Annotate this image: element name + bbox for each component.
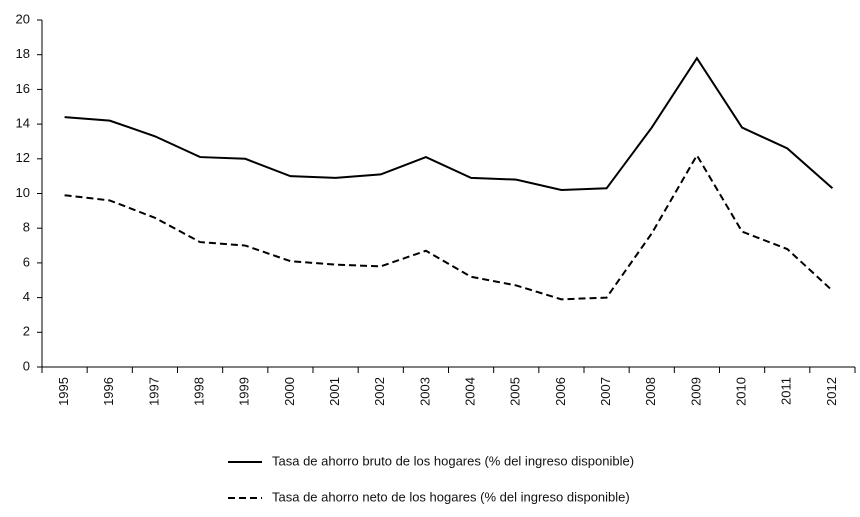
x-tick-label: 2011 bbox=[779, 377, 794, 405]
y-tick-label: 18 bbox=[16, 46, 30, 61]
x-tick-label: 1995 bbox=[56, 377, 71, 406]
line-series bbox=[64, 56, 834, 192]
x-tick-label: 2012 bbox=[824, 377, 839, 406]
legend-label: Tasa de ahorro bruto de los hogares (% d… bbox=[272, 453, 634, 468]
y-tick-label: 2 bbox=[23, 324, 30, 339]
x-tick-label: 2002 bbox=[372, 377, 387, 406]
x-tick-label: 2006 bbox=[553, 377, 568, 406]
x-tick-label: 1997 bbox=[146, 377, 161, 406]
y-tick-label: 10 bbox=[16, 185, 30, 200]
y-tick-label: 0 bbox=[23, 358, 30, 373]
x-tick-label: 2008 bbox=[643, 377, 658, 406]
x-tick-label: 1996 bbox=[101, 377, 116, 406]
x-tick-label: 2000 bbox=[282, 377, 297, 406]
legend-label: Tasa de ahorro neto de los hogares (% de… bbox=[272, 489, 630, 504]
x-tick-label: 2009 bbox=[688, 377, 703, 406]
y-tick-label: 16 bbox=[16, 81, 30, 96]
y-tick-label: 8 bbox=[23, 220, 30, 235]
x-tick-label: 2010 bbox=[734, 377, 749, 406]
y-tick-label: 12 bbox=[16, 150, 30, 165]
y-tick-label: 20 bbox=[16, 11, 30, 26]
x-tick-label: 2005 bbox=[508, 377, 523, 406]
x-tick-label: 1998 bbox=[192, 377, 207, 406]
x-tick-label: 2004 bbox=[463, 377, 478, 406]
x-tick-label: 2003 bbox=[417, 377, 432, 406]
y-tick-label: 4 bbox=[23, 289, 30, 304]
y-tick-label: 14 bbox=[16, 116, 30, 131]
x-tick-label: 2007 bbox=[598, 377, 613, 406]
line-series bbox=[64, 153, 834, 301]
x-tick-label: 2001 bbox=[327, 377, 342, 406]
x-tick-label: 1999 bbox=[237, 377, 252, 406]
y-tick-label: 6 bbox=[23, 254, 30, 269]
